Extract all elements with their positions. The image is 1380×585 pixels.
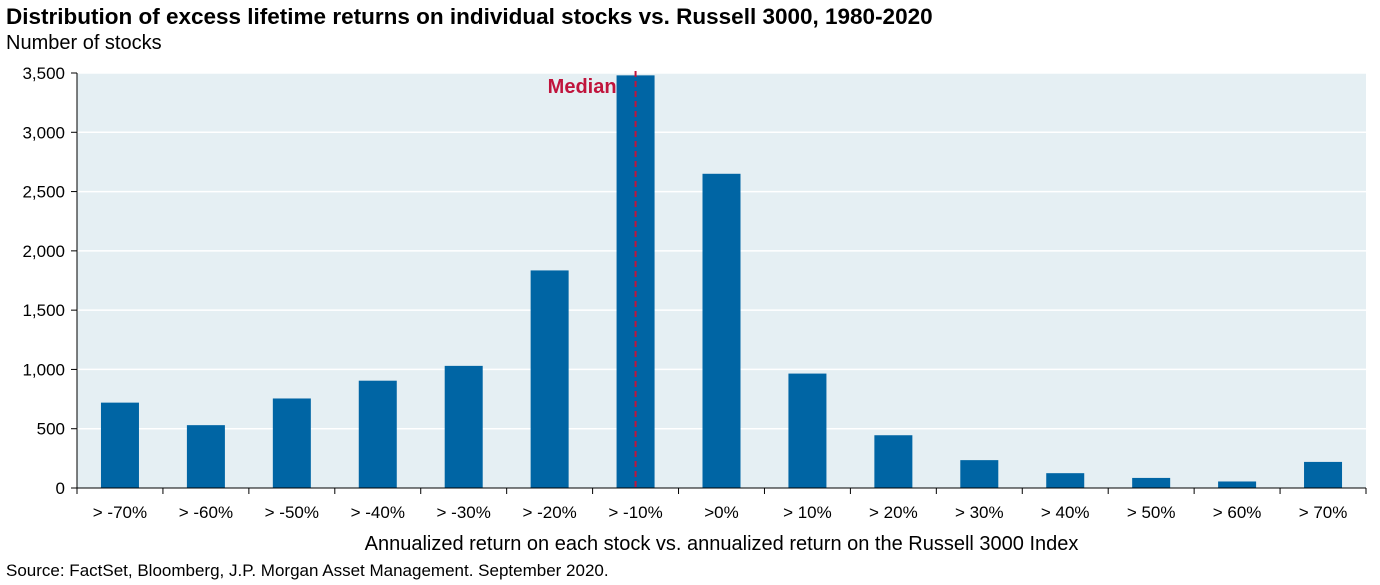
bar xyxy=(1304,461,1343,488)
bar xyxy=(960,460,999,488)
bar xyxy=(444,365,483,488)
bar xyxy=(186,425,225,488)
bars xyxy=(100,75,1343,489)
bar xyxy=(272,398,311,488)
source-note: Source: FactSet, Bloomberg, J.P. Morgan … xyxy=(6,561,609,580)
x-tick-label: > 10% xyxy=(783,503,832,522)
median-label: Median xyxy=(548,76,617,98)
bar xyxy=(1046,473,1085,488)
bar xyxy=(358,380,397,488)
y-tick-label: 0 xyxy=(56,479,65,498)
x-axis-label: Annualized return on each stock vs. annu… xyxy=(365,533,1079,555)
x-tick-label: > 70% xyxy=(1299,503,1348,522)
chart-title: Distribution of excess lifetime returns … xyxy=(6,4,933,29)
x-tick-label: > -10% xyxy=(608,503,662,522)
x-tick-label: > 30% xyxy=(955,503,1004,522)
x-tick-label: >0% xyxy=(704,503,739,522)
bar xyxy=(1132,477,1171,488)
x-tick-label: > 20% xyxy=(869,503,918,522)
y-tick-label: 1,000 xyxy=(22,360,65,379)
x-tick-label: > -30% xyxy=(437,503,491,522)
y-tick-label: 3,500 xyxy=(22,64,65,83)
x-tick-label: > -20% xyxy=(522,503,576,522)
bar-chart: 0 500 1,000 1,500 2,000 2,500 3,000 3,500 > -70… xyxy=(22,64,1367,555)
y-tick-label: 1,500 xyxy=(22,301,65,320)
y-tick-label: 2,000 xyxy=(22,242,65,261)
bar xyxy=(874,435,913,488)
y-tick-label: 3,000 xyxy=(22,123,65,142)
x-tick-label: > -50% xyxy=(265,503,319,522)
bar xyxy=(1218,481,1257,488)
x-tick-label: > 40% xyxy=(1041,503,1090,522)
x-tick-label: > -60% xyxy=(179,503,233,522)
x-axis xyxy=(76,487,1367,494)
x-tick-label: > 60% xyxy=(1213,503,1262,522)
bar xyxy=(530,270,569,488)
y-tick-label: 500 xyxy=(37,420,65,439)
bar xyxy=(100,402,139,488)
x-tick-label: > 50% xyxy=(1127,503,1176,522)
y-tick-labels: 0 500 1,000 1,500 2,000 2,500 3,000 3,500 xyxy=(22,64,78,498)
y-axis-label: Number of stocks xyxy=(6,32,162,54)
x-tick-labels: > -70% > -60% > -50% > -40% > -30% > -20% > -1… xyxy=(93,503,1348,522)
bar xyxy=(788,373,827,488)
x-tick-label: > -70% xyxy=(93,503,147,522)
bar xyxy=(702,173,741,489)
x-tick-label: > -40% xyxy=(351,503,405,522)
y-tick-label: 2,500 xyxy=(22,183,65,202)
